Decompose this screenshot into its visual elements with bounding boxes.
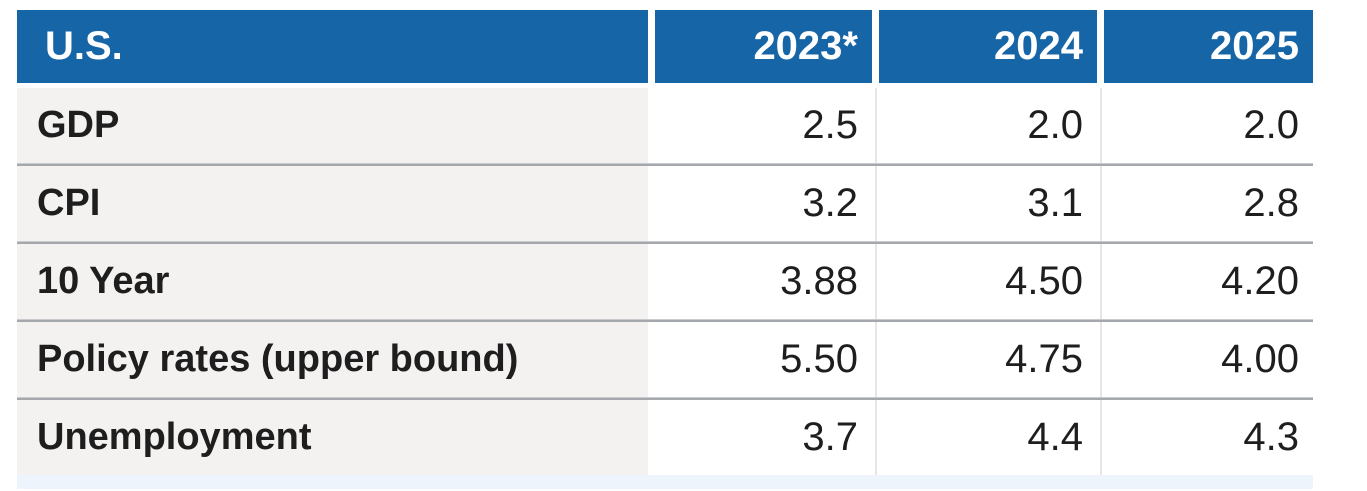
cell-gdp-2023: 2.5 [655,88,872,163]
column-header-2024: 2024 [879,10,1097,83]
cell-policy-rates-2025: 4.00 [1104,322,1313,397]
cell-unemployment-2025: 4.3 [1104,400,1313,475]
table-header-row: U.S. 2023* 2024 2025 [17,10,1313,83]
table-row-10-year: 10 Year 3.88 4.50 4.20 [17,244,1313,319]
table-row-cpi: CPI 3.2 3.1 2.8 [17,166,1313,241]
cell-cpi-2025: 2.8 [1104,166,1313,241]
row-header-gdp: GDP [17,88,648,163]
header-gap [17,83,1313,88]
cell-10-year-2023: 3.88 [655,244,872,319]
table-row-gdp: GDP 2.5 2.0 2.0 [17,88,1313,163]
column-divider [875,88,877,475]
column-header-2025: 2025 [1104,10,1313,83]
cell-policy-rates-2024: 4.75 [879,322,1097,397]
column-divider [1100,88,1102,475]
cell-cpi-2023: 3.2 [655,166,872,241]
table-row-unemployment: Unemployment 3.7 4.4 4.3 [17,400,1313,475]
row-separator [17,397,1313,400]
row-header-policy-rates: Policy rates (upper bound) [17,322,648,397]
row-separator [17,319,1313,322]
cell-10-year-2025: 4.20 [1104,244,1313,319]
us-forecast-table: U.S. 2023* 2024 2025 GDP 2.5 2.0 2.0 CPI… [17,10,1313,489]
column-header-2023: 2023* [655,10,872,83]
table-title-cell: U.S. [17,10,648,83]
cell-cpi-2024: 3.1 [879,166,1097,241]
cell-unemployment-2024: 4.4 [879,400,1097,475]
row-header-cpi: CPI [17,166,648,241]
cell-10-year-2024: 4.50 [879,244,1097,319]
row-header-unemployment: Unemployment [17,400,648,475]
table-row-policy-rates: Policy rates (upper bound) 5.50 4.75 4.0… [17,322,1313,397]
cell-unemployment-2023: 3.7 [655,400,872,475]
cell-gdp-2025: 2.0 [1104,88,1313,163]
cell-gdp-2024: 2.0 [879,88,1097,163]
cell-policy-rates-2023: 5.50 [655,322,872,397]
row-separator [17,241,1313,244]
row-header-10-year: 10 Year [17,244,648,319]
bottom-accent-strip [17,475,1313,489]
row-separator [17,163,1313,166]
